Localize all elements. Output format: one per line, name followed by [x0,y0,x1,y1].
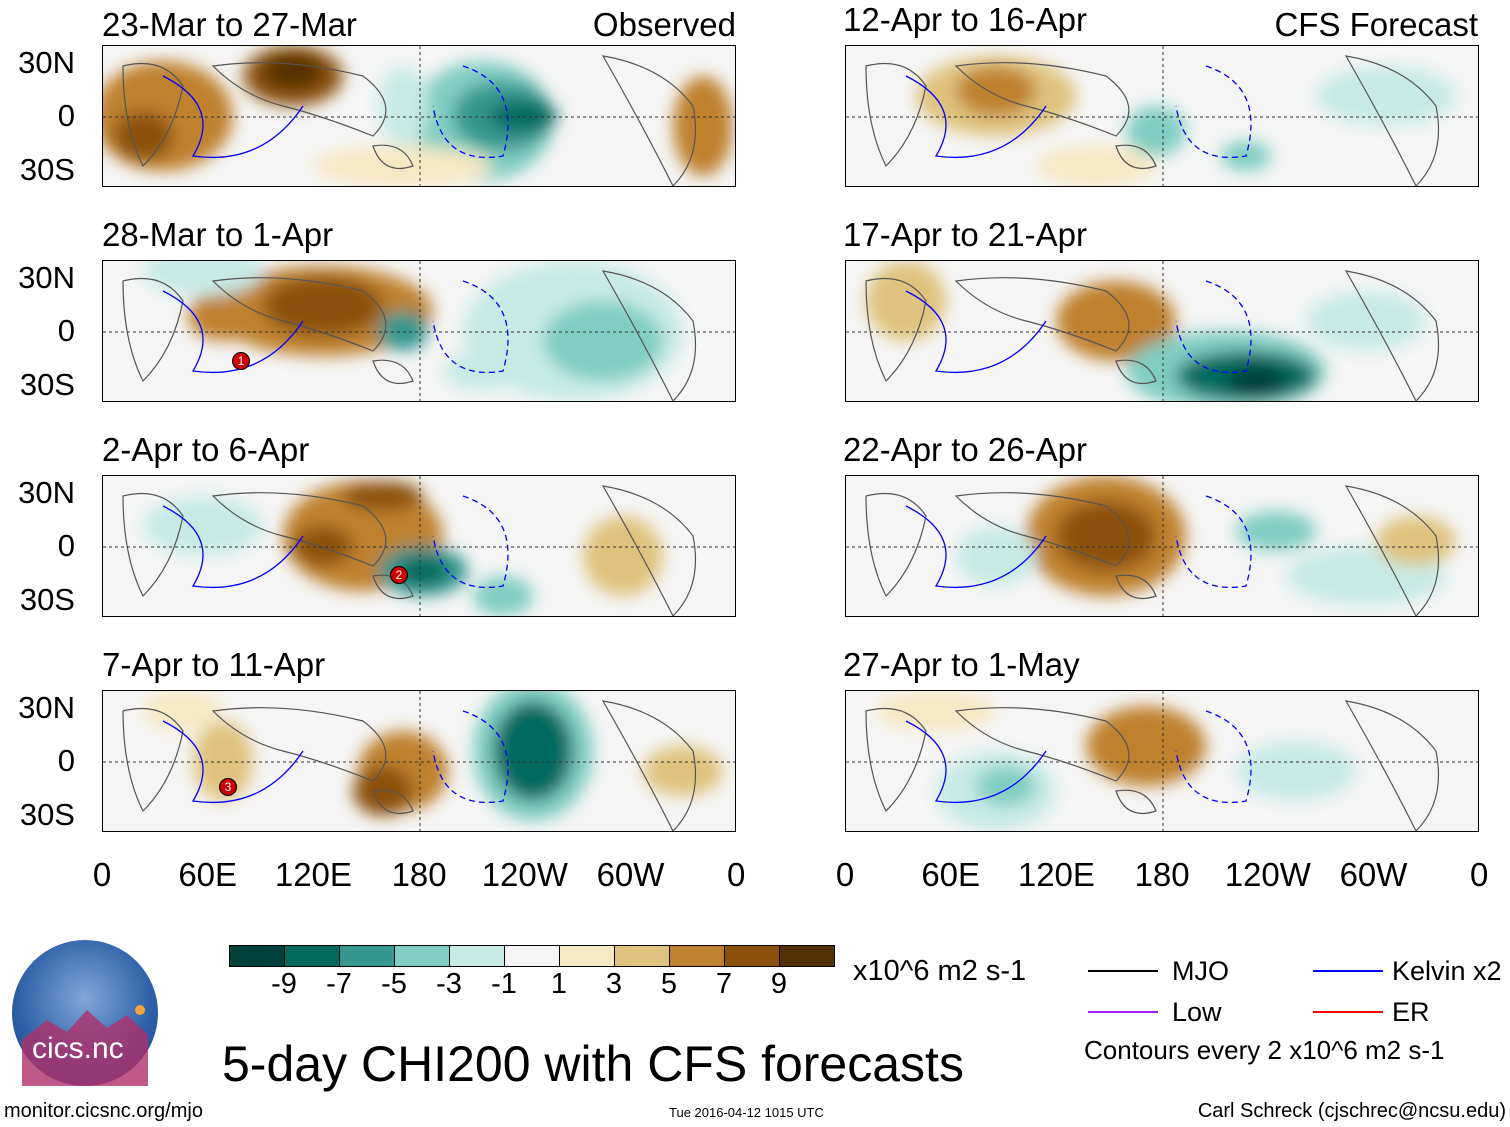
lon-label: 0 [835,856,855,893]
legend-line-kelvin [1313,970,1383,972]
lon-label: 60W [596,856,665,893]
lon-label: 60W [1339,856,1408,893]
chi200-anomaly-map [103,46,735,186]
lon-label: 180 [391,856,447,893]
storm-marker: 2 [390,566,408,584]
colorbar-swatch [449,945,505,967]
panel-title-obs-3: 2-Apr to 6-Apr [102,431,310,468]
storm-marker: 1 [232,352,250,370]
map-panel-forecast-1 [845,45,1479,187]
legend-label-kelvin: Kelvin x2 [1392,956,1502,986]
panel-title-obs-4: 7-Apr to 11-Apr [102,646,326,683]
colorbar-swatch [669,945,725,967]
chi200-anomaly-map [846,46,1478,186]
legend-line-low [1088,1011,1158,1013]
main-title: 5-day CHI200 with CFS forecasts [222,1036,964,1092]
lat-label: 30N [18,260,75,295]
lon-label: 120E [1017,856,1095,893]
lon-label: 60E [178,856,238,893]
map-panel-observed-1 [102,45,736,187]
chi200-anomaly-map [103,476,735,616]
lat-label: 0 [57,528,75,563]
map-panel-forecast-3 [845,475,1479,617]
contours-note: Contours every 2 x10^6 m2 s-1 [1084,1035,1445,1065]
colorbar-tick-label: 3 [605,968,623,1000]
colorbar-swatch [504,945,560,967]
colorbar-swatch [284,945,340,967]
colorbar-swatch [559,945,615,967]
panel-title-fc-3: 22-Apr to 26-Apr [843,431,1087,468]
colorbar-swatch [779,945,835,967]
colorbar-swatch [229,945,285,967]
colorbar-swatch [339,945,395,967]
lon-label: 0 [92,856,112,893]
colorbar-swatch [724,945,780,967]
lon-label: 120W [1224,856,1311,893]
colorbar-tick-label: -1 [491,968,517,1000]
colorbar-swatch [394,945,450,967]
footer-timestamp: Tue 2016-04-12 1015 UTC [669,1105,824,1120]
colorbar-tick-label: -5 [381,968,407,1000]
legend-line-mjo [1088,970,1158,972]
lat-label: 30N [18,475,75,510]
map-panel-observed-4: 3 [102,690,736,832]
colorbar-tick-label: 5 [660,968,678,1000]
storm-marker: 3 [219,778,237,796]
chi200-anomaly-map [846,476,1478,616]
lon-label: 0 [1470,856,1489,893]
map-panel-observed-3: 2 [102,475,736,617]
panel-title-obs-1: 23-Mar to 27-Mar [102,6,357,43]
chi200-anomaly-map [103,691,735,831]
footer-url[interactable]: monitor.cicsnc.org/mjo [4,1100,203,1122]
map-panel-observed-2: 1 [102,260,736,402]
observed-label: Observed [592,6,736,43]
lon-label: 0 [727,856,746,893]
colorbar-tick-label: -9 [271,968,297,1000]
chi200-anomaly-map [846,691,1478,831]
panel-title-obs-2: 28-Mar to 1-Apr [102,216,334,253]
colorbar-tick-label: -7 [326,968,352,1000]
chi200-anomaly-map [103,261,735,401]
cicsnc-logo: cics.nc [12,940,158,1086]
lat-label: 30S [19,582,75,617]
panel-title-fc-4: 27-Apr to 1-May [843,646,1080,683]
legend-label-mjo: MJO [1172,956,1229,986]
legend-line-er [1313,1011,1383,1013]
panel-title-fc-2: 17-Apr to 21-Apr [843,216,1087,253]
lon-label: 120E [274,856,352,893]
map-panel-forecast-2 [845,260,1479,402]
lon-label: 180 [1134,856,1190,893]
lat-label: 30S [19,367,75,402]
lat-label: 0 [57,98,75,133]
legend-label-er: ER [1392,997,1430,1027]
lat-label: 30N [18,45,75,80]
lat-label: 30N [18,690,75,725]
legend-label-low: Low [1172,997,1222,1027]
colorbar-tick-label: 9 [770,968,788,1000]
lat-label: 30S [19,797,75,832]
lon-label: 120W [481,856,568,893]
colorbar-tick-label: -3 [436,968,462,1000]
map-panel-forecast-4 [845,690,1479,832]
colorbar-tick-label: 7 [715,968,733,1000]
lat-label: 0 [57,743,75,778]
panel-title-fc-1: 12-Apr to 16-Apr [843,1,1087,38]
footer-author: Carl Schreck (cjschrec@ncsu.edu) [1197,1100,1506,1122]
colorbar-units: x10^6 m2 s-1 [853,955,1027,987]
colorbar-tick-label: 1 [550,968,568,1000]
lat-label: 30S [19,152,75,187]
lon-label: 60E [921,856,981,893]
chi200-anomaly-map [846,261,1478,401]
logo-text: cics.nc [32,1032,124,1065]
lat-label: 0 [57,313,75,348]
cfs-forecast-label: CFS Forecast [1274,6,1478,43]
colorbar-swatch [614,945,670,967]
